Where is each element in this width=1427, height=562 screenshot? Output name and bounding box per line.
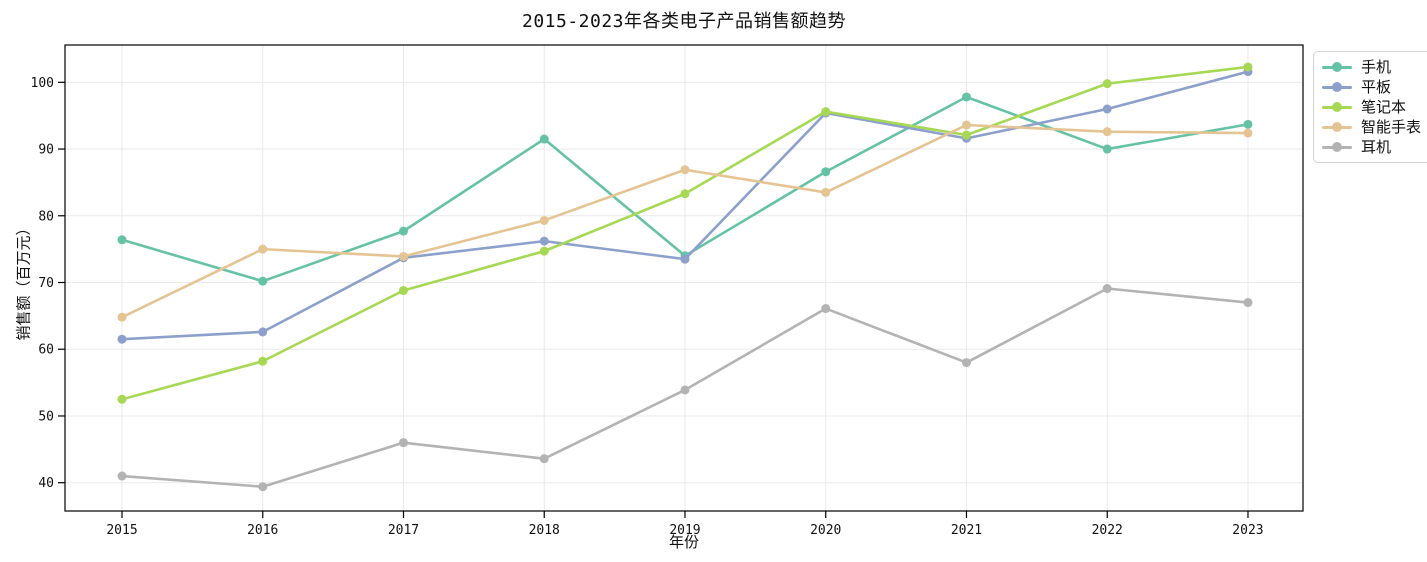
legend-item-3: 笔记本 <box>1322 97 1421 117</box>
series-marker-4 <box>117 312 127 322</box>
series-marker-5 <box>258 482 268 492</box>
series-marker-3 <box>258 356 268 366</box>
x-tick-label: 2019 <box>669 523 700 538</box>
series-marker-1 <box>1243 119 1253 129</box>
series-marker-4 <box>1102 127 1112 137</box>
series-marker-5 <box>961 358 971 368</box>
series-marker-3 <box>680 189 690 199</box>
series-marker-5 <box>539 454 549 464</box>
series-marker-3 <box>398 286 408 296</box>
x-tick-label: 2018 <box>529 523 560 538</box>
axes-border <box>64 44 1304 512</box>
series-marker-2 <box>539 236 549 246</box>
legend-line-dot-icon <box>1322 62 1352 72</box>
series-marker-3 <box>821 107 831 117</box>
series-marker-4 <box>258 244 268 254</box>
legend-line-dot-icon <box>1322 142 1352 152</box>
x-tick-label: 2016 <box>247 523 278 538</box>
x-tick-label: 2023 <box>1232 523 1263 538</box>
y-tick-label: 40 <box>38 476 54 491</box>
y-tick-label: 60 <box>38 343 54 358</box>
legend-label: 手机 <box>1361 58 1392 76</box>
legend-label: 耳机 <box>1361 138 1392 156</box>
series-marker-5 <box>1243 298 1253 308</box>
series-marker-4 <box>680 165 690 175</box>
y-tick-label: 100 <box>31 76 54 91</box>
series-marker-4 <box>539 215 549 225</box>
series-marker-4 <box>398 251 408 261</box>
legend-label: 笔记本 <box>1361 98 1407 116</box>
chart-title: 2015-2023年各类电子产品销售额趋势 <box>521 11 847 32</box>
series-marker-1 <box>258 276 268 286</box>
series-marker-3 <box>1243 62 1253 72</box>
series-marker-4 <box>821 187 831 197</box>
legend-label: 智能手表 <box>1361 118 1422 136</box>
series-marker-3 <box>539 246 549 256</box>
series-marker-1 <box>821 167 831 177</box>
series-marker-2 <box>258 327 268 337</box>
x-tick-label: 2021 <box>951 523 982 538</box>
legend: 手机平板笔记本智能手表耳机 <box>1313 51 1427 163</box>
series-marker-2 <box>680 254 690 264</box>
series-marker-4 <box>1243 128 1253 138</box>
series-marker-5 <box>1102 284 1112 294</box>
series-marker-1 <box>961 92 971 102</box>
series-marker-1 <box>1102 144 1112 154</box>
x-tick-label: 2017 <box>388 523 419 538</box>
legend-label: 平板 <box>1361 78 1392 96</box>
series-marker-1 <box>539 134 549 144</box>
y-tick-label: 90 <box>38 143 54 158</box>
series-marker-2 <box>1102 104 1112 114</box>
legend-item-2: 平板 <box>1322 77 1421 97</box>
series-marker-3 <box>961 130 971 140</box>
legend-item-4: 智能手表 <box>1322 117 1421 137</box>
series-marker-4 <box>961 120 971 130</box>
series-marker-5 <box>821 304 831 314</box>
series-marker-1 <box>117 235 127 245</box>
series-marker-5 <box>680 385 690 395</box>
x-tick-label: 2022 <box>1092 523 1123 538</box>
x-tick-label: 2020 <box>810 523 841 538</box>
series-marker-3 <box>1102 79 1112 89</box>
x-axis-label: 年份 <box>668 533 699 551</box>
y-tick-label: 50 <box>38 409 54 424</box>
y-tick-label: 70 <box>38 276 54 291</box>
legend-line-dot-icon <box>1322 82 1352 92</box>
x-tick-label: 2015 <box>106 523 137 538</box>
legend-item-1: 手机 <box>1322 57 1421 77</box>
series-marker-5 <box>117 471 127 481</box>
series-marker-2 <box>117 334 127 344</box>
legend-line-dot-icon <box>1322 102 1352 112</box>
series-marker-1 <box>398 226 408 236</box>
legend-line-dot-icon <box>1322 122 1352 132</box>
y-tick-label: 80 <box>38 209 54 224</box>
y-axis-label: 销售额（百万元） <box>14 220 33 341</box>
series-marker-3 <box>117 394 127 404</box>
series-marker-5 <box>398 438 408 448</box>
legend-item-5: 耳机 <box>1322 137 1421 157</box>
